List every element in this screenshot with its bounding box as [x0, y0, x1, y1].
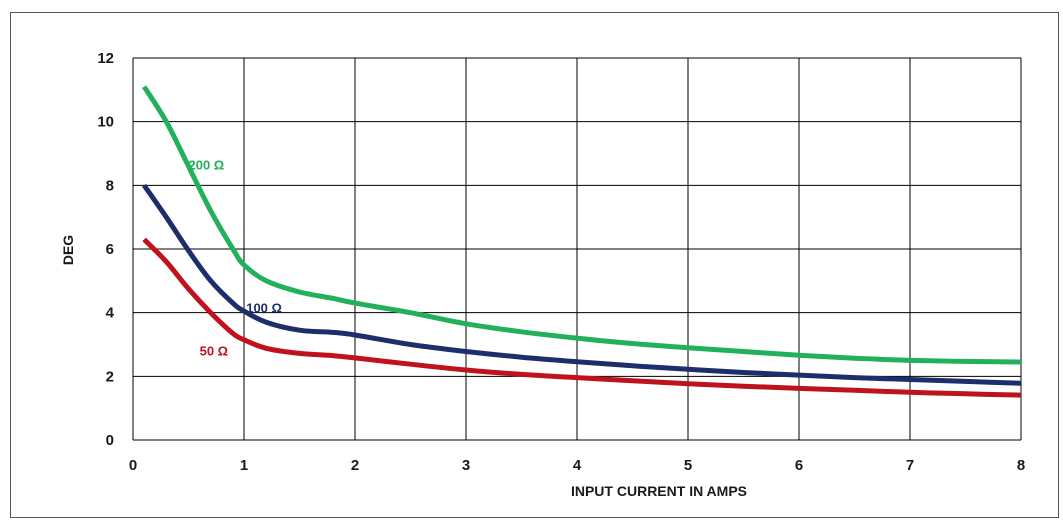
y-tick-label: 0 — [106, 432, 114, 449]
series-label-100-ohm: 100 Ω — [246, 301, 282, 316]
x-tick-label: 2 — [351, 457, 359, 474]
x-axis-title: INPUT CURRENT IN AMPS — [571, 483, 747, 499]
x-tick-labels: 0 1 2 3 4 5 6 7 8 — [129, 457, 1025, 474]
x-tick-label: 3 — [462, 457, 470, 474]
series-labels: 200 Ω 100 Ω 50 Ω — [189, 157, 282, 358]
x-tick-label: 8 — [1017, 457, 1025, 474]
y-axis-title: DEG — [60, 235, 76, 265]
series-line-50-ohm — [142, 237, 1022, 398]
series-label-200-ohm: 200 Ω — [189, 157, 225, 172]
x-tick-label: 1 — [240, 457, 248, 474]
series-label-50-ohm: 50 Ω — [200, 344, 229, 359]
y-tick-label: 2 — [106, 368, 114, 385]
grid — [132, 57, 1022, 441]
y-tick-label: 6 — [106, 241, 114, 258]
y-tick-label: 10 — [97, 114, 114, 131]
x-tick-label: 6 — [795, 457, 803, 474]
chart-frame — [10, 12, 1059, 518]
y-tick-labels: 0 2 4 6 8 10 12 — [97, 50, 114, 449]
x-tick-label: 4 — [573, 457, 582, 474]
x-tick-label: 7 — [906, 457, 914, 474]
y-tick-label: 8 — [106, 177, 114, 194]
x-tick-label: 0 — [129, 457, 137, 474]
series-line-200-ohm — [141, 85, 1022, 365]
series-lines — [141, 85, 1022, 398]
x-tick-label: 5 — [684, 457, 692, 474]
y-tick-label: 4 — [106, 305, 115, 322]
y-tick-label: 12 — [97, 50, 114, 67]
series-line-100-ohm — [142, 183, 1022, 386]
